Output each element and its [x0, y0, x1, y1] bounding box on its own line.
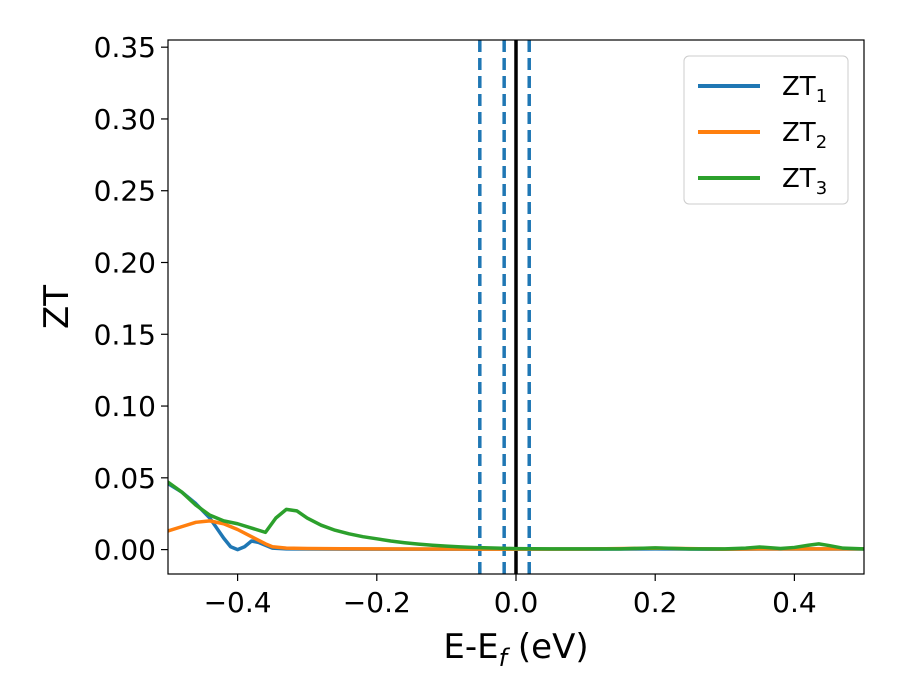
y-axis-title: ZT	[37, 285, 77, 329]
x-tick-label: 0.4	[772, 586, 817, 619]
x-axis-title-unit: (eV)	[518, 627, 589, 667]
reference-lines	[478, 40, 531, 574]
x-tick-label: 0.0	[494, 586, 539, 619]
x-tick-label: 0.2	[633, 586, 678, 619]
y-tick-label: 0.30	[94, 103, 156, 136]
y-tick-label: 0.05	[94, 462, 156, 495]
y-tick-label: 0.15	[94, 318, 156, 351]
legend-label-subscript: 2	[816, 132, 827, 153]
x-axis-title: E-Ef (eV)	[443, 627, 588, 672]
legend-label-zt3: ZT3	[782, 164, 827, 199]
y-tick-label: 0.20	[94, 247, 156, 280]
y-tick-label: 0.35	[94, 31, 156, 64]
series-layer	[168, 480, 864, 552]
y-tick-label: 0.25	[94, 175, 156, 208]
legend-label-zt1: ZT1	[782, 72, 827, 107]
series-line-zt3	[168, 480, 864, 551]
x-axis-ticks: −0.4 −0.2 0.0 0.2 0.4	[204, 574, 817, 619]
legend-label-main: ZT	[782, 164, 816, 194]
y-tick-label: 0.00	[94, 534, 156, 567]
legend-label-main: ZT	[782, 118, 816, 148]
x-axis-title-main: E-E	[443, 627, 498, 667]
legend-label-zt2: ZT2	[782, 118, 827, 153]
legend-box	[683, 55, 849, 205]
x-tick-label: −0.2	[343, 586, 411, 619]
legend-label-subscript: 1	[816, 86, 827, 107]
y-tick-label: 0.10	[94, 390, 156, 423]
y-axis-ticks: 0.00 0.05 0.10 0.15 0.20 0.25 0.30 0.35	[94, 31, 168, 567]
legend-label-subscript: 3	[816, 178, 827, 199]
x-tick-label: −0.4	[204, 586, 272, 619]
legend-label-main: ZT	[782, 72, 816, 102]
x-axis-title-unit-spacer	[507, 627, 518, 667]
